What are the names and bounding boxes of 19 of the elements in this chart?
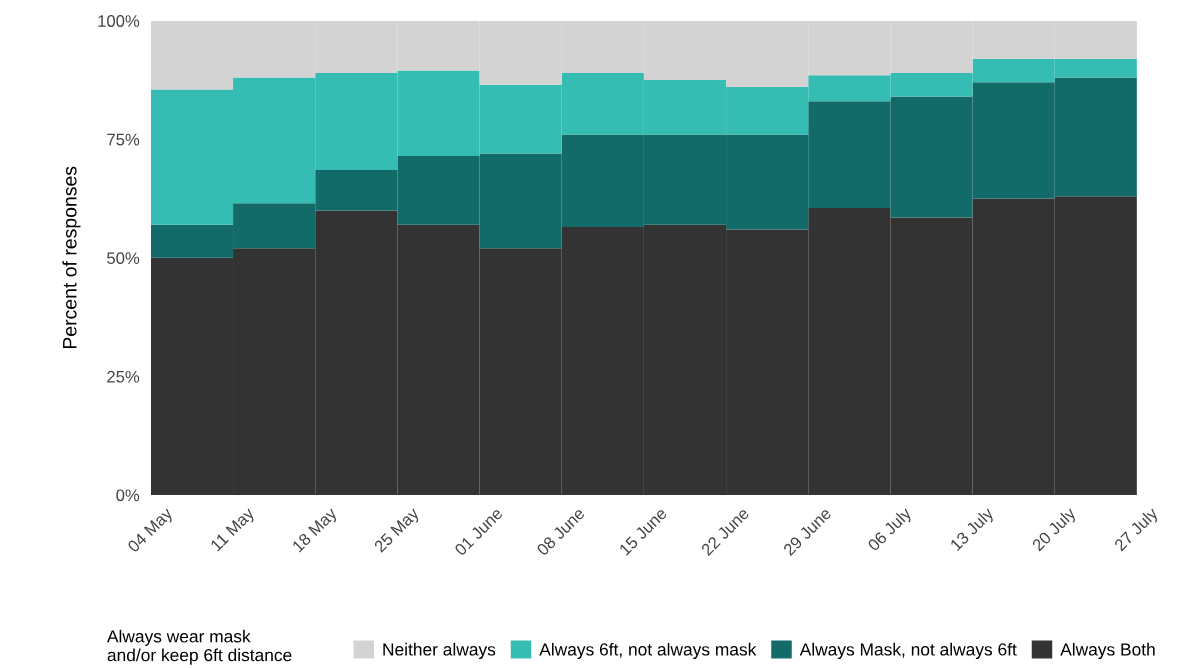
x-tick-label: 13 July — [949, 506, 997, 554]
legend-label: Always Both — [1060, 642, 1155, 660]
x-tick-label: 04 May — [126, 506, 176, 556]
x-tick-label: 06 July — [866, 506, 915, 554]
legend-label: Always 6ft, not always mask — [539, 642, 757, 660]
y-axis-title: Percent of responses — [62, 166, 81, 349]
x-tick-label: 18 May — [291, 506, 341, 555]
legend-label: Neither always — [383, 642, 496, 660]
x-tick-label: 25 May — [373, 506, 423, 556]
x-tick-label: 11 May — [210, 506, 258, 554]
x-tick-label: 27 July — [1113, 506, 1162, 554]
y-tick-label: 50% — [107, 252, 140, 265]
y-tick-label: 75% — [107, 133, 140, 146]
y-tick-label: 0% — [116, 489, 140, 502]
x-tick-label: 20 July — [1031, 506, 1079, 554]
legend-label: Always Mask, not always 6ft — [799, 642, 1017, 660]
y-tick-label: 100% — [98, 15, 140, 27]
y-tick-label: 25% — [107, 370, 140, 383]
legend-title: Always wear mask and/or keep 6ft distance — [106, 629, 292, 665]
